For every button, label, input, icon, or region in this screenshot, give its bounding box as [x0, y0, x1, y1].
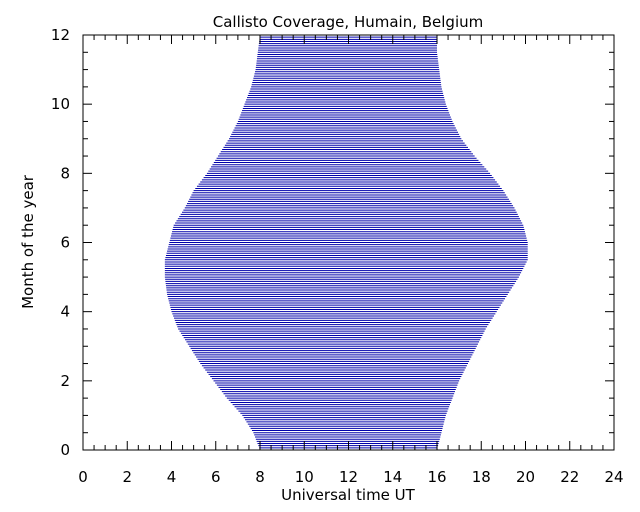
x-tick-label: 10 [295, 468, 314, 486]
y-axis-tick-labels: 0 2 4 6 8 10 12 [51, 26, 70, 459]
chart-title: Callisto Coverage, Humain, Belgium [213, 13, 484, 31]
x-tick-label: 2 [122, 468, 132, 486]
x-tick-label: 0 [78, 468, 88, 486]
coverage-area [164, 34, 528, 451]
y-tick-label: 2 [60, 372, 70, 390]
x-tick-label: 20 [516, 468, 535, 486]
y-tick-label: 10 [51, 95, 70, 113]
x-tick-label: 22 [560, 468, 579, 486]
x-axis-tick-labels: 0 2 4 6 8 10 12 14 16 18 20 22 24 [78, 468, 623, 486]
y-tick-label: 6 [60, 234, 70, 252]
y-tick-label: 4 [60, 303, 70, 321]
x-tick-label: 4 [167, 468, 177, 486]
x-tick-label: 12 [339, 468, 358, 486]
axis-ticks [82, 34, 615, 451]
x-tick-label: 18 [472, 468, 491, 486]
y-axis-label: Month of the year [19, 174, 37, 309]
x-tick-label: 6 [211, 468, 221, 486]
x-axis-label: Universal time UT [281, 486, 416, 504]
y-tick-label: 8 [60, 164, 70, 182]
x-tick-label: 8 [255, 468, 265, 486]
x-tick-label: 24 [604, 468, 623, 486]
x-tick-label: 14 [383, 468, 402, 486]
y-tick-label: 12 [51, 26, 70, 44]
y-tick-label: 0 [60, 441, 70, 459]
x-tick-label: 16 [427, 468, 446, 486]
